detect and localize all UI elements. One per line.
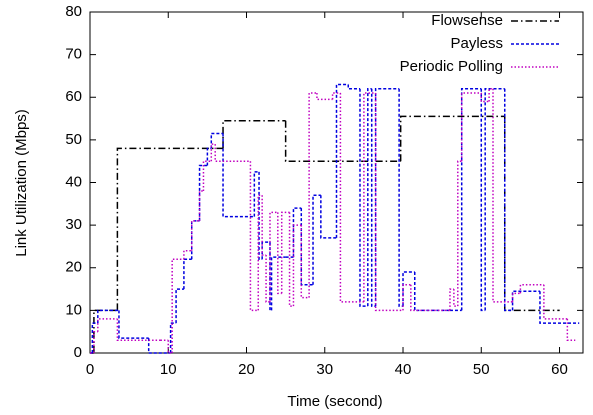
y-tick-label: 0: [74, 344, 82, 361]
step-segment: [543, 284, 568, 320]
x-tick-label: 50: [473, 361, 490, 378]
step-segment: [503, 116, 560, 312]
y-tick-label: 20: [65, 259, 82, 276]
x-tick-label: 20: [238, 361, 255, 378]
y-tick-label: 60: [65, 88, 82, 105]
step-segment: [292, 224, 302, 307]
x-tick-label: 10: [160, 361, 177, 378]
step-segment: [374, 92, 404, 312]
step-segment: [190, 220, 200, 251]
step-segment: [331, 92, 341, 100]
step-segment: [300, 208, 314, 286]
step-segment: [116, 318, 161, 341]
step-segment: [292, 207, 302, 258]
step-segment: [402, 271, 415, 307]
y-tick-label: 30: [65, 216, 82, 233]
step-segment: [93, 330, 98, 353]
y-tick-label: 80: [65, 3, 82, 20]
step-segment: [484, 87, 505, 311]
step-segment: [118, 310, 149, 339]
step-segment: [511, 292, 521, 302]
step-segment: [171, 258, 184, 353]
step-segment: [566, 318, 576, 341]
step-segment: [460, 87, 482, 311]
step-segment: [261, 195, 267, 256]
step-segment: [93, 309, 118, 353]
step-segment: [280, 211, 290, 294]
step-segment: [210, 132, 224, 149]
step-segment: [261, 241, 270, 260]
y-tick-label: 70: [65, 46, 82, 63]
step-segment: [339, 92, 364, 303]
step-segment: [370, 88, 376, 307]
step-segment: [265, 254, 270, 303]
step-segment: [202, 160, 212, 192]
step-segment: [363, 92, 376, 302]
x-tick-label: 40: [395, 361, 412, 378]
step-segment: [488, 87, 494, 102]
step-segment: [269, 242, 272, 312]
step-segment: [335, 83, 349, 238]
step-segment: [367, 87, 372, 307]
step-segment: [222, 119, 286, 149]
step-segment: [511, 290, 540, 311]
x-axis-label: Time (second): [287, 393, 382, 410]
step-segment: [410, 284, 450, 312]
step-segment: [398, 88, 404, 307]
step-segment: [116, 147, 224, 311]
step-segment: [316, 92, 333, 101]
step-segment: [206, 147, 212, 166]
step-segment: [183, 258, 192, 290]
step-segment: [414, 272, 450, 312]
x-tick-label: 30: [316, 361, 333, 378]
legend-label: Flowsense: [431, 12, 503, 29]
step-segment: [277, 212, 282, 295]
step-segment: [97, 318, 118, 332]
step-segment: [312, 194, 321, 285]
step-segment: [284, 120, 401, 162]
step-segment: [503, 88, 513, 312]
step-segment: [539, 291, 580, 324]
step-segment: [320, 195, 337, 239]
step-segment: [300, 225, 310, 299]
step-segment: [183, 249, 192, 260]
step-segment: [249, 161, 259, 312]
step-segment: [258, 171, 263, 260]
step-segment: [147, 338, 169, 354]
step-segment: [269, 211, 278, 302]
step-segment: [449, 288, 454, 311]
step-segment: [270, 256, 286, 311]
step-segment: [480, 88, 486, 312]
step-segment: [198, 190, 204, 221]
legend-label: Periodic Polling: [400, 58, 503, 75]
x-tick-label: 60: [551, 361, 568, 378]
legend-label: Payless: [450, 35, 503, 52]
step-segment: [222, 133, 255, 218]
step-segment: [198, 164, 208, 221]
y-tick-label: 50: [65, 131, 82, 148]
y-tick-label: 40: [65, 173, 82, 190]
step-segment: [374, 87, 400, 307]
step-segment: [359, 88, 368, 307]
step-segment: [175, 288, 184, 324]
step-segment: [347, 84, 360, 90]
y-tick-label: 10: [65, 301, 82, 318]
step-segment: [97, 309, 119, 324]
step-segment: [457, 160, 462, 307]
step-segment: [167, 340, 173, 354]
step-segment: [214, 144, 251, 162]
step-segment: [190, 220, 200, 260]
x-tick-label: 0: [86, 361, 94, 378]
step-segment: [402, 284, 411, 311]
step-segment: [492, 88, 513, 303]
step-segment: [460, 92, 482, 162]
step-segment: [399, 115, 505, 162]
y-axis-label: Link Utilization (Mbps): [13, 109, 30, 257]
step-segment: [253, 171, 260, 217]
